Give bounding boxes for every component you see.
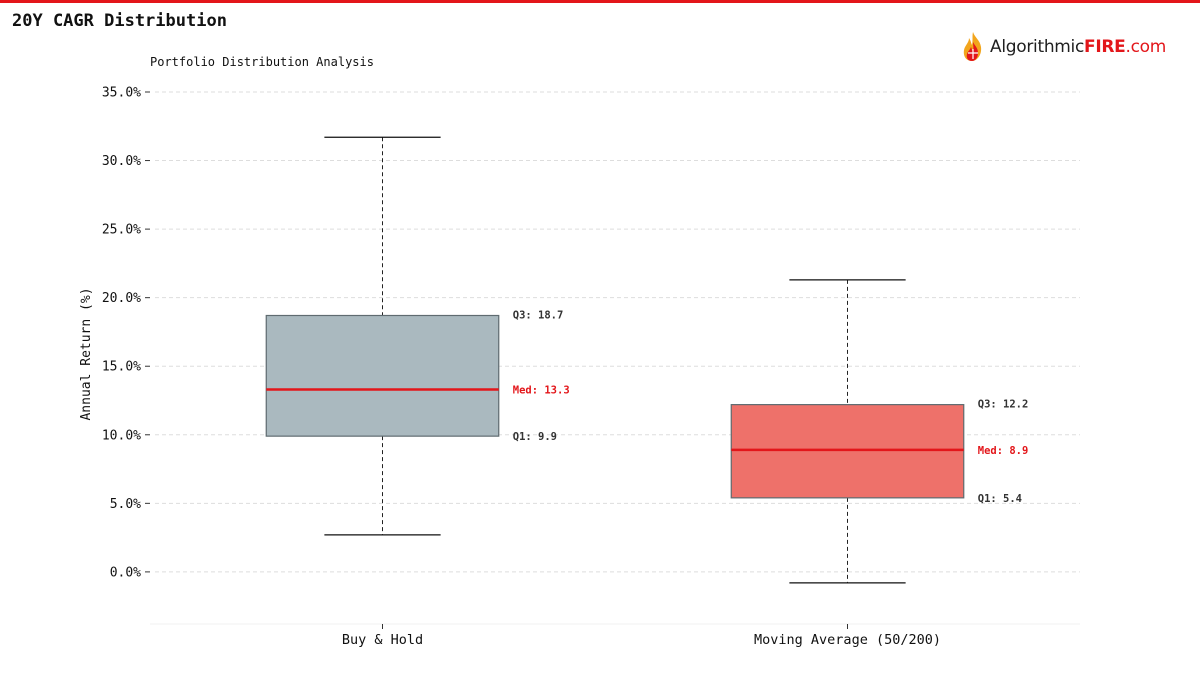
y-tick-label: 20.0% xyxy=(102,291,141,306)
y-tick-label: 5.0% xyxy=(110,497,141,512)
logo-text-brand: FIRE xyxy=(1084,37,1126,57)
q3-label: Q3: 18.7 xyxy=(513,309,564,321)
iqr-box xyxy=(730,404,965,499)
brand-logo[interactable]: AlgorithmicFIRE.com xyxy=(960,30,1166,64)
q1-label: Q1: 5.4 xyxy=(978,493,1022,505)
y-tick-label: 15.0% xyxy=(102,360,141,375)
y-tick-label: 35.0% xyxy=(102,86,141,101)
y-tick-label: 30.0% xyxy=(102,154,141,169)
x-tick-label: Buy & Hold xyxy=(342,632,423,648)
y-tick-label: 0.0% xyxy=(110,565,141,580)
y-tick-label: 25.0% xyxy=(102,223,141,238)
q3-label: Q3: 12.2 xyxy=(978,399,1029,411)
flame-logo-icon xyxy=(963,32,982,61)
y-tick-label: 10.0% xyxy=(102,428,141,443)
q1-label: Q1: 9.9 xyxy=(513,431,557,443)
logo-text-suffix: .com xyxy=(1125,37,1166,57)
median-label: Med: 13.3 xyxy=(513,385,570,397)
iqr-box xyxy=(265,314,500,437)
median-label: Med: 8.9 xyxy=(978,445,1029,457)
x-tick-label: Moving Average (50/200) xyxy=(754,632,941,648)
page-title: 20Y CAGR Distribution xyxy=(12,11,227,31)
logo-text-prefix: Algorithmic xyxy=(990,37,1085,57)
chart-subtitle: Portfolio Distribution Analysis xyxy=(150,55,374,69)
logo-wordmark: AlgorithmicFIRE.com xyxy=(990,37,1166,57)
top-accent-bar xyxy=(0,0,1200,3)
y-axis-label: Annual Return (%) xyxy=(79,287,94,420)
